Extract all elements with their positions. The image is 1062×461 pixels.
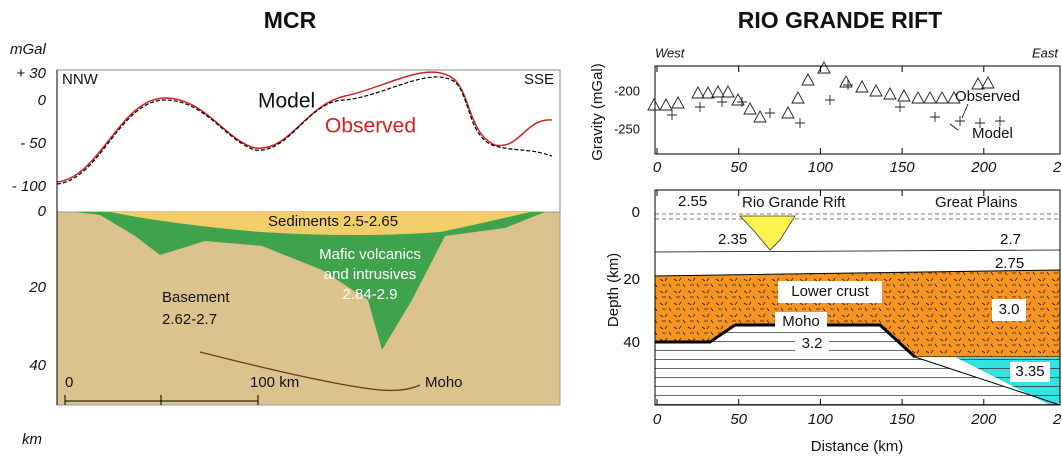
rift-fill — [739, 215, 796, 251]
label-box — [775, 312, 827, 332]
label-box — [1010, 362, 1050, 382]
basement-label: Basement — [162, 289, 230, 306]
basement-label: 2.62-2.7 — [162, 311, 217, 328]
observed-label: Observed — [325, 115, 416, 138]
label-box — [778, 281, 882, 303]
section-label: Rio Grande Rift — [742, 194, 846, 211]
depth-axis-label: Depth (km) — [605, 253, 622, 327]
section-label: Moho — [782, 313, 820, 330]
mafic-body — [75, 212, 545, 350]
panel-title: RIO GRANDE RIFT — [738, 7, 942, 33]
section-label: 2.7 — [1000, 231, 1021, 248]
tick-label: 0 — [632, 204, 640, 221]
tick-label: 100 — [808, 159, 834, 176]
tick-label: 50 — [730, 159, 747, 176]
scale-label: 0 — [65, 374, 73, 391]
tick-label: 40 — [29, 357, 46, 374]
section-label: 3.2 — [802, 335, 823, 352]
tick-label: 200 — [970, 159, 997, 176]
tick-label: 250 — [1052, 411, 1062, 428]
section-label: 2.55 — [678, 193, 707, 210]
panel-title: MCR — [264, 7, 317, 33]
label-leader — [949, 103, 969, 131]
mcr-panel: MCR mGal + 30 0 - 50 - 100 0 20 40 km NN… — [10, 7, 561, 448]
sediment-layer — [655, 213, 1060, 220]
tick-label: 20 — [623, 271, 640, 288]
model-curve — [56, 76, 553, 185]
tick-label: 0 — [38, 92, 47, 109]
tick-label: 100 — [808, 411, 834, 428]
label-box — [795, 333, 829, 353]
surface — [655, 190, 1060, 220]
observed-points — [647, 61, 995, 123]
depth-unit: km — [22, 431, 42, 448]
section-label: 3.35 — [1015, 363, 1044, 380]
tick-label: -200 — [614, 83, 640, 98]
label-box — [992, 299, 1026, 321]
section-label: Lower crust — [791, 283, 869, 300]
tick-label: 0 — [38, 203, 47, 220]
section-frame — [654, 189, 1061, 406]
tick-label: -250 — [614, 121, 640, 136]
tick-label: 150 — [890, 411, 916, 428]
tick-label: 150 — [890, 159, 916, 176]
model-label: Model — [258, 90, 315, 113]
section-label: 2.35 — [718, 231, 747, 248]
tick-label: 250 — [1052, 159, 1062, 176]
tick-label: 200 — [970, 411, 997, 428]
direction: NNW — [62, 71, 99, 88]
x-axis-label: Distance (km) — [811, 438, 904, 455]
x-ticks: 0 0 50 50 100 100 150 150 200 200 250 250 — [653, 66, 1062, 428]
observed-label: Observed — [955, 88, 1020, 105]
tick-label: 0 — [653, 411, 662, 428]
tick-label: 0 — [653, 159, 662, 176]
tick-label: + 30 — [16, 65, 46, 82]
tick-label: 50 — [730, 411, 747, 428]
layer-boundary — [654, 249, 1061, 253]
gravity-axis-label: Gravity (mGal) — [589, 63, 606, 161]
gravity-unit: mGal — [10, 41, 47, 58]
moho-line — [199, 351, 421, 392]
tick-label: 40 — [623, 334, 640, 351]
direction: West — [655, 45, 686, 60]
observed-curve — [56, 71, 553, 183]
deep-boundary — [914, 356, 1061, 406]
tick-label: - 100 — [12, 178, 47, 195]
rgr-panel: RIO GRANDE RIFT West East Observed Model… — [589, 7, 1062, 455]
sediments-label: Sediments 2.5-2.65 — [268, 213, 398, 230]
model-label: Model — [972, 125, 1013, 142]
tick-label: - 50 — [20, 135, 47, 152]
direction: SSE — [524, 71, 554, 88]
scale-label: 100 km — [250, 374, 299, 391]
gravity-frame — [56, 69, 561, 213]
mafic-label: Mafic volcanics — [319, 246, 421, 263]
model-points — [667, 80, 1005, 128]
moho-label: Moho — [425, 374, 463, 391]
section-label: Great Plains — [935, 194, 1018, 211]
gravity-frame — [654, 65, 1061, 155]
section-label: 2.75 — [995, 255, 1024, 272]
tick-label: 20 — [28, 279, 46, 296]
mafic-label: and intrusives — [324, 266, 417, 283]
direction: East — [1032, 45, 1059, 60]
mafic-label: 2.84-2.9 — [342, 286, 397, 303]
sediments — [110, 212, 530, 235]
section-label: 3.0 — [999, 301, 1020, 318]
